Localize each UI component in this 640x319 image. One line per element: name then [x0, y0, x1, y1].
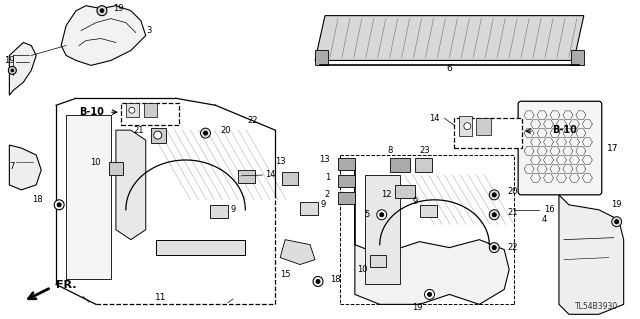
Circle shape: [200, 128, 211, 138]
Text: 15: 15: [280, 270, 291, 279]
Text: 9: 9: [412, 197, 417, 206]
Circle shape: [489, 243, 499, 253]
Polygon shape: [315, 16, 584, 60]
Text: B-10: B-10: [79, 107, 104, 117]
Text: 20: 20: [507, 187, 518, 197]
Polygon shape: [420, 205, 438, 217]
Circle shape: [424, 289, 435, 300]
Polygon shape: [156, 240, 245, 255]
Circle shape: [489, 190, 499, 200]
Text: 1: 1: [324, 174, 330, 182]
Circle shape: [313, 277, 323, 286]
Circle shape: [100, 9, 104, 13]
Polygon shape: [338, 175, 355, 187]
Polygon shape: [370, 255, 386, 267]
Text: FR.: FR.: [56, 280, 77, 290]
FancyBboxPatch shape: [454, 118, 522, 148]
Polygon shape: [355, 165, 509, 304]
Circle shape: [380, 213, 384, 217]
Text: 19: 19: [4, 56, 15, 65]
Text: TL54B3930: TL54B3930: [575, 302, 619, 311]
Polygon shape: [280, 240, 315, 264]
Polygon shape: [211, 205, 228, 218]
Text: 19: 19: [113, 4, 123, 13]
Text: 11: 11: [155, 293, 166, 302]
Text: 22: 22: [247, 116, 257, 125]
Polygon shape: [10, 145, 41, 190]
Circle shape: [57, 203, 61, 207]
Text: 16: 16: [544, 205, 555, 214]
Text: 21: 21: [133, 126, 144, 135]
Text: 18: 18: [330, 275, 340, 284]
Polygon shape: [571, 50, 584, 65]
Polygon shape: [390, 158, 410, 172]
Text: 22: 22: [507, 243, 518, 252]
Circle shape: [464, 123, 471, 130]
Polygon shape: [338, 192, 355, 204]
Circle shape: [489, 210, 499, 220]
Text: 9: 9: [230, 205, 236, 214]
Polygon shape: [10, 42, 36, 95]
Text: 2: 2: [324, 190, 330, 199]
Circle shape: [492, 246, 496, 249]
Text: 21: 21: [507, 208, 518, 217]
Polygon shape: [66, 115, 111, 279]
Polygon shape: [116, 130, 146, 240]
FancyBboxPatch shape: [518, 101, 602, 195]
Text: 13: 13: [319, 155, 330, 165]
Polygon shape: [109, 162, 123, 175]
Polygon shape: [395, 185, 415, 198]
Circle shape: [612, 217, 621, 227]
Text: 23: 23: [419, 145, 430, 154]
Circle shape: [129, 107, 135, 113]
Text: 3: 3: [146, 26, 152, 35]
Polygon shape: [61, 6, 146, 65]
Text: 18: 18: [33, 195, 44, 204]
Circle shape: [377, 210, 387, 220]
Text: 14: 14: [429, 114, 440, 123]
Text: 19: 19: [412, 303, 423, 312]
Circle shape: [97, 6, 107, 16]
Polygon shape: [460, 116, 472, 136]
Polygon shape: [415, 158, 431, 172]
Text: 14: 14: [265, 170, 276, 179]
Circle shape: [316, 279, 320, 284]
Polygon shape: [238, 170, 255, 183]
Polygon shape: [126, 103, 139, 117]
Circle shape: [204, 131, 207, 135]
Polygon shape: [151, 128, 166, 143]
Circle shape: [428, 293, 431, 296]
Polygon shape: [282, 172, 298, 185]
Text: 13: 13: [275, 158, 285, 167]
Polygon shape: [365, 175, 399, 285]
Text: 17: 17: [607, 144, 618, 152]
Polygon shape: [315, 50, 328, 65]
Circle shape: [54, 200, 64, 210]
Text: 19: 19: [611, 200, 622, 209]
FancyBboxPatch shape: [121, 103, 179, 125]
Text: 7: 7: [10, 162, 15, 172]
Text: 9: 9: [320, 200, 325, 209]
Circle shape: [614, 220, 619, 224]
Circle shape: [492, 193, 496, 197]
Circle shape: [154, 131, 162, 139]
Text: 8: 8: [387, 145, 392, 154]
Text: 10: 10: [357, 265, 368, 274]
Circle shape: [8, 66, 17, 74]
Text: 4: 4: [541, 215, 547, 224]
Polygon shape: [559, 195, 623, 314]
Polygon shape: [338, 158, 355, 170]
Polygon shape: [300, 202, 318, 215]
Text: 10: 10: [90, 159, 101, 167]
Text: 12: 12: [381, 190, 392, 199]
Text: 20: 20: [220, 126, 231, 135]
Polygon shape: [144, 103, 157, 117]
Circle shape: [492, 213, 496, 217]
Text: B-10: B-10: [552, 125, 577, 135]
Text: 5: 5: [365, 210, 370, 219]
Text: 6: 6: [447, 64, 452, 73]
Circle shape: [11, 69, 14, 72]
Polygon shape: [476, 118, 492, 135]
